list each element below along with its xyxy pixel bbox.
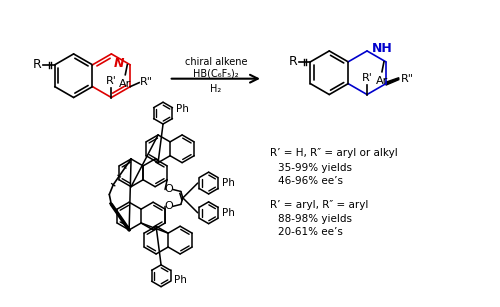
- Text: R’ = H, R″ = aryl or alkyl: R’ = H, R″ = aryl or alkyl: [270, 148, 398, 158]
- Text: NH: NH: [372, 42, 392, 56]
- Text: Ph: Ph: [176, 104, 189, 114]
- Text: R": R": [401, 74, 414, 84]
- Text: R’ = aryl, R″ = aryl: R’ = aryl, R″ = aryl: [270, 200, 368, 210]
- Text: Ph: Ph: [222, 178, 234, 188]
- Text: Ph: Ph: [222, 208, 234, 218]
- Text: R": R": [140, 77, 153, 87]
- Text: N: N: [114, 57, 124, 70]
- Text: Ph: Ph: [174, 275, 187, 285]
- Text: H₂: H₂: [210, 84, 222, 94]
- Polygon shape: [386, 78, 399, 85]
- Polygon shape: [110, 203, 130, 231]
- Text: R: R: [289, 55, 298, 68]
- Text: R': R': [362, 73, 372, 83]
- Text: 46-96% ee’s: 46-96% ee’s: [278, 176, 342, 186]
- Text: Ar: Ar: [376, 76, 388, 86]
- Text: R: R: [33, 58, 42, 71]
- Text: O: O: [164, 185, 173, 195]
- Text: 20-61% ee’s: 20-61% ee’s: [278, 227, 342, 237]
- Text: O: O: [164, 201, 173, 211]
- Text: Ar: Ar: [119, 79, 132, 89]
- Text: chiral alkene: chiral alkene: [184, 57, 247, 67]
- Text: HB(C₆F₅)₂: HB(C₆F₅)₂: [193, 69, 238, 79]
- Text: 35-99% yields: 35-99% yields: [278, 163, 351, 173]
- Text: 88-98% yields: 88-98% yields: [278, 215, 351, 224]
- Text: R': R': [106, 76, 117, 86]
